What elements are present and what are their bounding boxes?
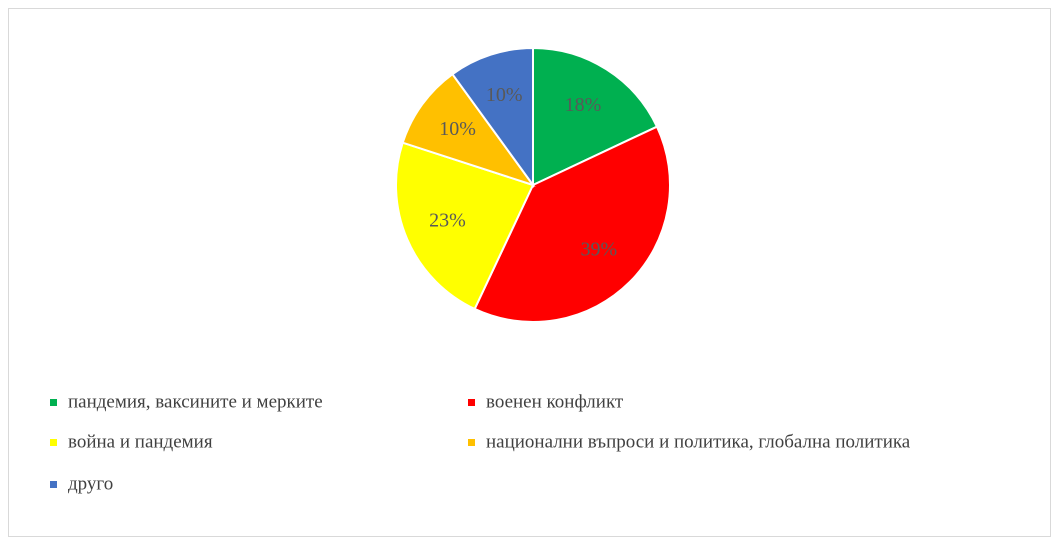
pie-slice <box>532 46 659 187</box>
legend-marker <box>468 399 475 406</box>
data-label: 10% <box>486 84 523 106</box>
legend-label: национални въпроси и политика, глобална … <box>486 431 911 452</box>
legend-label: друго <box>68 473 113 494</box>
legend-marker <box>50 481 57 488</box>
data-label: 18% <box>565 94 602 116</box>
legend-label: военен конфликт <box>486 391 624 412</box>
legend-marker <box>50 439 57 446</box>
data-label: 10% <box>439 118 476 140</box>
pie-slice <box>401 72 536 187</box>
legend-label: пандемия, ваксините и мерките <box>68 391 323 412</box>
legend-marker <box>468 439 475 446</box>
data-label: 39% <box>581 238 618 260</box>
pie-slice <box>451 46 534 189</box>
pie-slice <box>395 141 535 311</box>
data-label: 23% <box>429 210 466 232</box>
pie-slice <box>473 125 671 323</box>
legend-label: война и пандемия <box>68 431 213 452</box>
legend-marker <box>50 399 57 406</box>
